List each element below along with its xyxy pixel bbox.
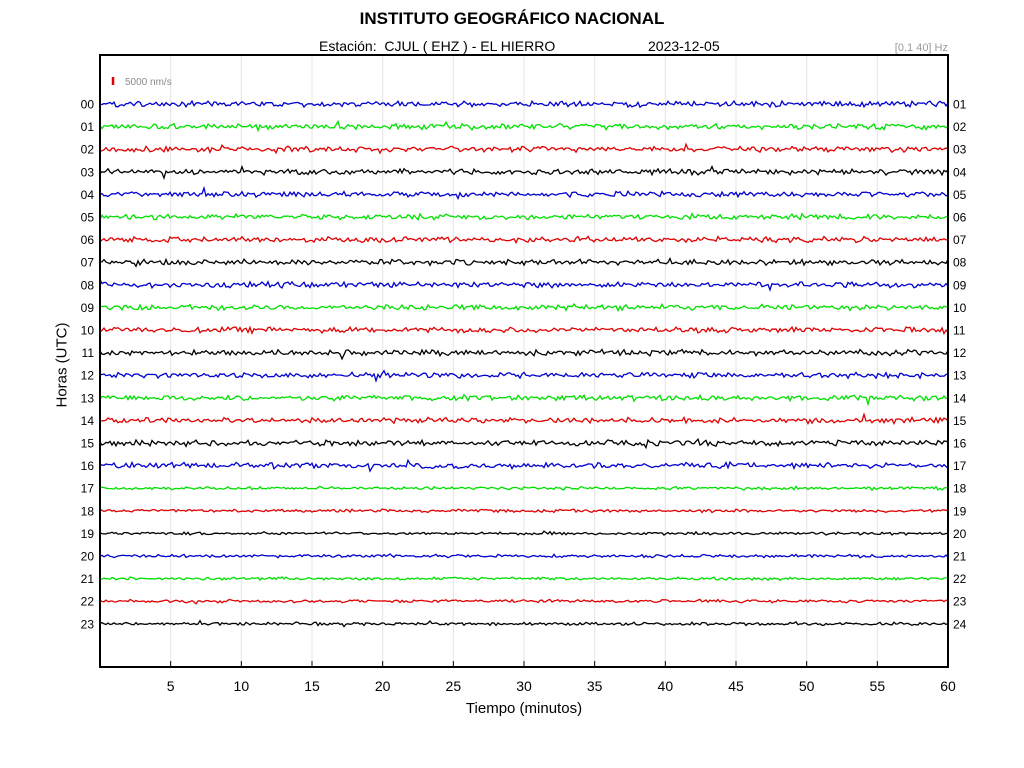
trace-hour-17 [99,485,949,492]
trace-hour-23 [99,619,949,628]
hour-label-right: 02 [953,120,967,134]
trace-hour-20 [99,553,949,559]
hour-label-left: 13 [81,391,95,405]
hour-label-left: 17 [81,482,95,496]
date-label: 2023-12-05 [648,38,720,54]
hour-label-right: 19 [953,504,967,518]
trace-hour-11 [99,348,949,361]
x-tick-label: 20 [375,678,391,694]
trace-hour-21 [99,576,949,582]
trace-hour-04 [99,185,948,201]
hour-label-right: 15 [953,414,967,428]
hour-label-left: 03 [81,165,95,179]
trace-hour-07 [99,256,949,268]
x-tick-label: 25 [446,678,462,694]
hour-label-left: 12 [81,369,95,383]
hour-label-right: 20 [953,527,967,541]
hour-label-right: 07 [953,233,967,247]
hour-label-left: 11 [82,346,95,360]
hour-label-left: 06 [81,233,95,247]
hour-label-left: 15 [81,437,95,451]
x-tick-label: 35 [587,678,603,694]
trace-hour-01 [99,119,949,133]
hour-label-right: 23 [953,595,967,609]
hour-label-left: 20 [81,550,95,564]
x-tick-label: 15 [304,678,320,694]
trace-hour-15 [99,437,949,450]
trace-hour-08 [99,279,949,292]
x-tick-label: 10 [234,678,250,694]
x-tick-label: 50 [799,678,815,694]
hour-label-left: 00 [81,98,95,112]
trace-hour-09 [99,302,949,313]
trace-hour-05 [99,212,949,221]
hour-label-left: 22 [81,595,95,609]
trace-hour-10 [99,325,949,336]
trace-hour-16 [99,458,949,473]
hour-label-left: 14 [81,414,95,428]
hour-label-right: 18 [953,482,967,496]
hour-label-left: 02 [81,143,95,157]
trace-hour-13 [99,393,949,407]
hour-label-right: 01 [953,98,967,112]
hour-label-left: 04 [81,188,95,202]
trace-hour-00 [99,99,949,109]
x-axis-label: Tiempo (minutos) [465,700,583,717]
hour-label-left: 16 [81,459,95,473]
hour-label-right: 10 [953,301,967,315]
hour-label-right: 14 [953,391,967,405]
hour-label-right: 24 [953,617,967,631]
x-tick-label: 30 [516,678,532,694]
hour-label-left: 05 [81,211,95,225]
trace-hour-14 [99,412,949,426]
trace-hour-06 [99,235,949,245]
x-tick-label: 60 [940,678,956,694]
x-tick-label: 45 [728,678,744,694]
hour-label-left: 10 [81,324,95,338]
trace-hour-18 [99,508,949,514]
trace-hour-19 [99,530,949,536]
trace-hour-03 [99,164,949,181]
hour-label-right: 12 [953,346,967,360]
filter-band-label: [0.1 40] Hz [894,42,948,54]
hour-label-right: 21 [953,550,967,564]
hour-label-left: 07 [81,256,95,270]
hour-label-left: 09 [81,301,95,315]
trace-hour-22 [99,598,949,605]
hour-label-left: 21 [81,572,95,586]
station-label: Estación: CJUL ( EHZ ) - EL HIERRO [319,38,556,54]
hour-label-right: 17 [953,459,967,473]
x-tick-label: 40 [658,678,674,694]
chart-title: INSTITUTO GEOGRÁFICO NACIONAL [359,9,665,28]
hour-label-left: 08 [81,278,95,292]
hour-label-left: 23 [81,617,95,631]
hour-label-right: 03 [953,143,967,157]
x-tick-label: 55 [870,678,886,694]
trace-hour-12 [99,369,949,384]
hour-label-right: 11 [953,324,966,338]
trace-hour-02 [99,142,949,155]
hour-label-left: 19 [81,527,95,541]
hour-label-right: 08 [953,256,967,270]
hour-label-right: 09 [953,278,967,292]
hour-label-right: 04 [953,165,967,179]
hour-label-right: 22 [953,572,967,586]
x-tick-label: 5 [167,678,175,694]
hour-label-right: 13 [953,369,967,383]
hour-label-right: 05 [953,188,967,202]
hour-label-left: 01 [81,120,95,134]
hour-label-right: 16 [953,437,967,451]
scale-bar-label: 5000 nm/s [125,77,172,88]
hour-label-left: 18 [81,504,95,518]
hour-label-right: 06 [953,211,967,225]
